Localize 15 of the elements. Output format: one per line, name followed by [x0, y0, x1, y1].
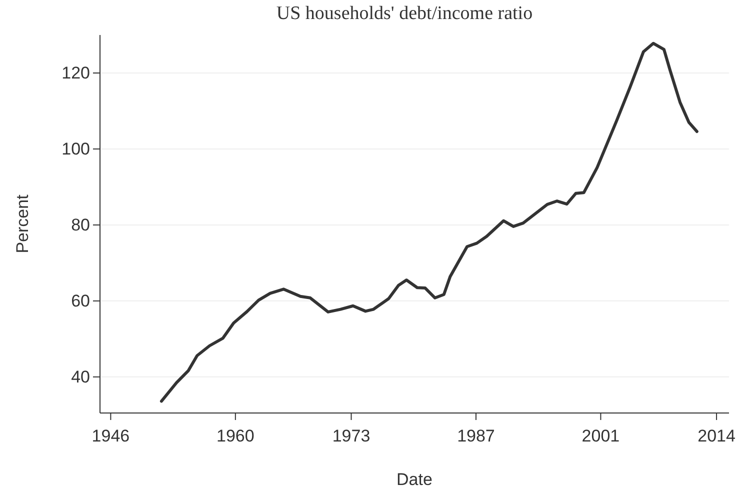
chart-title: US households' debt/income ratio: [276, 3, 533, 24]
y-tick-label: 100: [62, 139, 90, 158]
line-series: [160, 42, 698, 403]
x-tick-label: 1960: [216, 426, 254, 446]
x-tick-label: 1987: [457, 426, 495, 446]
y-tick-label: 120: [62, 63, 90, 82]
x-tick-label: 1973: [332, 426, 370, 446]
y-tick-label: 60: [71, 291, 90, 310]
y-tick-label: 40: [71, 367, 90, 386]
y-tick-label: 80: [71, 215, 90, 234]
x-tick-label: 2001: [582, 426, 620, 446]
y-axis-title: Percent: [13, 194, 32, 254]
x-tick-label: 1946: [92, 426, 130, 446]
x-tick-label: 2014: [698, 426, 736, 446]
x-axis-title: Date: [396, 470, 432, 489]
